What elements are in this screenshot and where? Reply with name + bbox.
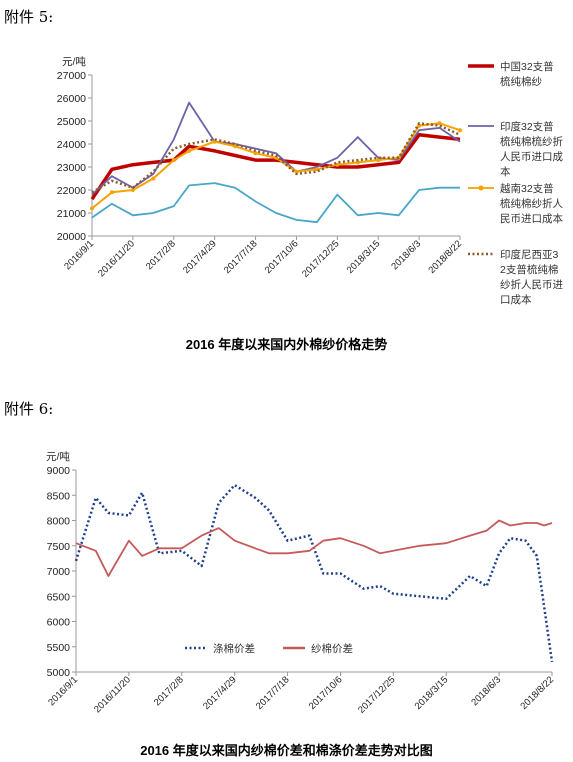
x-tick-label: 2017/7/18 xyxy=(254,674,292,712)
legend-label-2: 纱棉价差 xyxy=(311,642,353,655)
series-point-3 xyxy=(109,190,114,195)
y-tick-label: 6500 xyxy=(47,591,71,603)
x-tick-label: 2017/2/8 xyxy=(152,674,186,708)
y-tick-label: 26000 xyxy=(57,93,86,105)
x-tick-label: 2016/9/1 xyxy=(46,674,80,708)
x-tick-label: 2017/10/6 xyxy=(307,674,345,712)
y-unit-label: 元/吨 xyxy=(46,450,70,463)
y-tick-label: 25000 xyxy=(57,116,86,128)
x-tick-label: 2017/4/29 xyxy=(201,674,239,712)
series-point-3 xyxy=(458,128,462,133)
y-tick-label: 8000 xyxy=(47,516,71,528)
cotton-yarn-price-chart: 元/吨 20000 21000 22000 23000 24000 25000 26000 27… xyxy=(57,55,564,306)
series-line-2 xyxy=(91,101,461,196)
legend-marker-3 xyxy=(478,185,484,191)
x-tick-label: 2018/6/3 xyxy=(469,674,503,708)
series-point-3 xyxy=(151,176,156,181)
y-tick-label: 7500 xyxy=(47,541,71,553)
annex-6-heading: 附件 6: xyxy=(4,400,54,418)
y-tick-label: 23000 xyxy=(57,162,86,174)
series-point-3 xyxy=(437,121,442,126)
y-tick-label: 9000 xyxy=(47,465,71,477)
series-line-4 xyxy=(91,122,461,194)
x-tick-label: 2018/8/22 xyxy=(518,674,556,712)
y-tick-label: 22000 xyxy=(57,185,86,197)
series-point-3 xyxy=(233,144,238,149)
series-point-3 xyxy=(130,188,135,192)
legend-label-1: 涤棉价差 xyxy=(213,642,255,655)
y-tick-label: 7000 xyxy=(47,566,71,578)
y-tick-label: 27000 xyxy=(57,70,86,82)
legend-label-1: 中国32支普梳纯棉纱 xyxy=(500,60,554,88)
legend-label-4: 印度尼西亚3 2支普梳纯棉纱折人民币进口成本 xyxy=(500,248,563,306)
chart-2-title: 2016 年度以来国内纱棉价差和棉涤价差走势对比图 xyxy=(140,743,433,758)
series-point-3 xyxy=(376,158,381,163)
series-point-3 xyxy=(90,206,94,211)
series-point-3 xyxy=(253,151,258,156)
y-unit-label: 元/吨 xyxy=(62,55,86,68)
chart-1-title: 2016 年度以来国内外棉纱价格走势 xyxy=(185,337,388,352)
x-tick-label: 2016/11/20 xyxy=(92,674,133,715)
x-tick-label: 2018/3/15 xyxy=(413,674,451,712)
y-tick-label: 5000 xyxy=(47,667,71,679)
annex-5-heading: 附件 5: xyxy=(4,8,54,26)
legend-label-2: 印度32支普梳纯棉梳纱折人民币进口成本 xyxy=(500,120,563,178)
series-line-5 xyxy=(91,182,460,224)
y-tick-label: 5500 xyxy=(47,642,71,654)
legend-label-3: 越南32支普梳纯棉纱折人民币进口成本 xyxy=(500,182,563,225)
series-point-3 xyxy=(417,123,422,128)
y-tick-label: 21000 xyxy=(57,208,86,220)
y-tick-label: 6000 xyxy=(47,617,71,629)
series-line-1 xyxy=(90,133,461,201)
series-line-1 xyxy=(74,483,554,663)
y-tick-label: 8500 xyxy=(47,490,71,502)
y-tick-label: 24000 xyxy=(57,139,86,151)
y-tick-label: 20000 xyxy=(57,231,86,243)
series-point-3 xyxy=(171,158,176,163)
series-point-3 xyxy=(187,148,192,153)
x-tick-label: 2017/12/25 xyxy=(356,674,397,715)
series-line-2 xyxy=(75,519,553,577)
